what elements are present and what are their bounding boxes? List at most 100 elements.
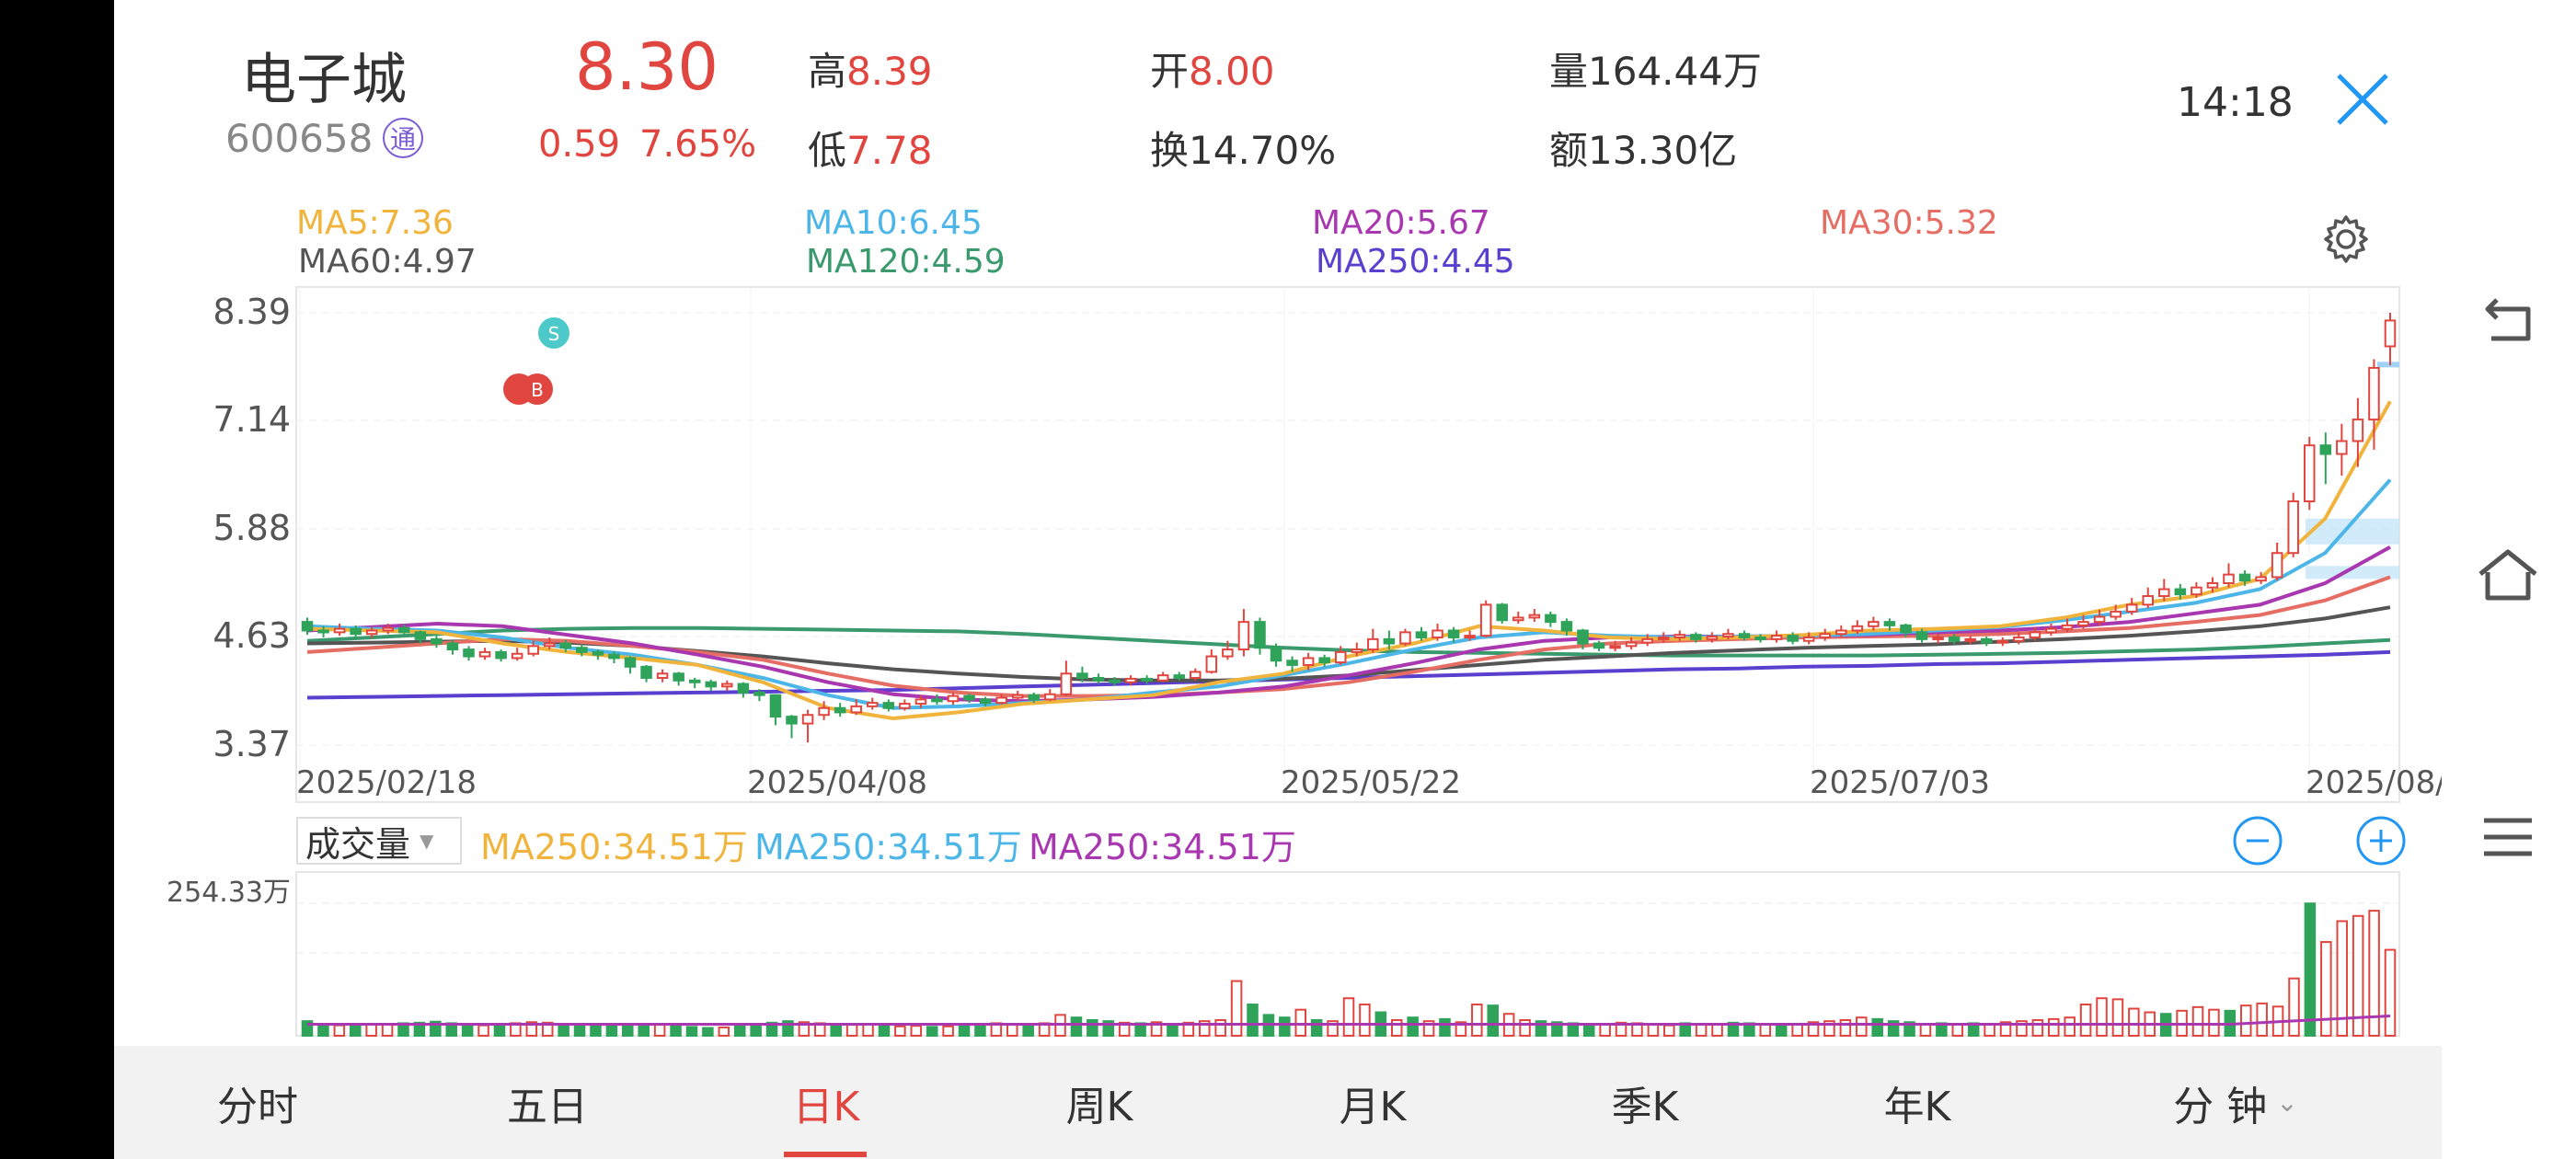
candle-body (1625, 641, 1638, 648)
volume-bar (845, 1024, 858, 1038)
candle-body (2142, 595, 2155, 606)
tab-rik[interactable]: 日K (792, 1083, 860, 1130)
volume-bar (493, 1023, 506, 1038)
turnover-value: 14.70% (1189, 128, 1337, 173)
left-edge-bar (0, 0, 114, 1159)
candle-body (1738, 633, 1751, 638)
volume-bar (2304, 902, 2317, 1037)
candle-body (1948, 636, 1961, 642)
candle-body (1092, 676, 1105, 682)
volume-bar (1775, 1024, 1788, 1038)
candle-body (979, 698, 992, 705)
volume-bar (2064, 1016, 2076, 1037)
volume-bar (1327, 1020, 1339, 1037)
turnover-label: 换 (1150, 128, 1190, 173)
candle-body (2061, 624, 2074, 630)
kline-chart[interactable]: 8.39 7.14 5.88 4.63 3.37 2025/02/18 2025/04/0… (114, 276, 2442, 809)
volume-bar (974, 1023, 986, 1038)
volume-chart[interactable]: 254.33万 (114, 870, 2442, 1039)
candle-body (1173, 674, 1185, 679)
gear-icon (2324, 215, 2368, 263)
open-label: 开 (1150, 49, 1190, 94)
candle-body (2271, 552, 2283, 579)
tab-minute[interactable]: 分 钟 ⌄ (2144, 1046, 2328, 1159)
open-value: 8.00 (1189, 49, 1275, 94)
candle-body (1496, 603, 1508, 622)
tab-jik[interactable]: 季K (1611, 1083, 1679, 1130)
candle-body (656, 672, 669, 679)
volume-bar (622, 1024, 634, 1038)
candle-body (398, 626, 410, 634)
indicator-select-label: 成交量 (305, 823, 411, 865)
indicator-select[interactable]: 成交量 ▼ (296, 817, 462, 865)
menu-button[interactable] (2475, 804, 2541, 870)
candle-body (1593, 642, 1605, 649)
tab-minute-label: 分 钟 (2173, 1083, 2268, 1130)
tab-yuek[interactable]: 月K (1339, 1083, 1407, 1130)
volume-bar (1999, 1021, 2012, 1037)
settings-button[interactable] (2318, 212, 2374, 267)
tab-zhouk[interactable]: 周K (1065, 1083, 1133, 1130)
volume-bar (1422, 1020, 1435, 1037)
volume-bar (1903, 1021, 1915, 1037)
tong-badge[interactable]: 通 (383, 118, 423, 158)
candle-body (608, 653, 620, 660)
candle-body (527, 645, 539, 655)
volume-bar (1022, 1024, 1034, 1038)
tab-fenshi[interactable]: 分时 (217, 1083, 298, 1130)
candle-body (721, 683, 733, 688)
volume-bar (1807, 1021, 1820, 1037)
tab-niank[interactable]: 年K (1883, 1083, 1951, 1130)
low-label: 低 (808, 128, 847, 173)
candle-body (2238, 573, 2251, 582)
x-tick-label: 2025/07/03 (1810, 764, 1990, 801)
volume-bar (333, 1024, 346, 1038)
tab-wuri[interactable]: 五日 (507, 1083, 588, 1130)
volume-bar (2208, 1008, 2220, 1037)
ma10-line (306, 478, 2392, 710)
candle-body (350, 627, 362, 636)
volume-bar (430, 1020, 442, 1037)
volume-bar (718, 1026, 730, 1037)
close-button[interactable] (2333, 70, 2392, 129)
volume-bar (1471, 1004, 1483, 1037)
volume-bar (958, 1024, 971, 1038)
back-button[interactable] (2475, 287, 2541, 353)
system-nav-bar (2442, 0, 2576, 1159)
candle-body (1980, 637, 1993, 644)
candle-body (866, 702, 879, 707)
candle-body (1545, 614, 1557, 624)
volume-bar (605, 1025, 618, 1038)
candle-body (1722, 633, 1734, 638)
volume-bar (477, 1024, 489, 1038)
candle-body (1205, 655, 1218, 673)
candle-body (1915, 631, 1928, 640)
candle-body (2191, 586, 2202, 596)
volume-ma-line (307, 1015, 2391, 1026)
candle-body (1334, 650, 1347, 664)
volume-bar (413, 1021, 426, 1038)
volume-bar (1582, 1023, 1595, 1038)
zoom-out-button[interactable] (2232, 815, 2283, 866)
home-button[interactable] (2475, 543, 2541, 609)
volume-bar (1390, 1019, 1403, 1037)
volume-bar (1359, 1004, 1371, 1037)
home-icon (2478, 549, 2537, 601)
candle-body (705, 681, 718, 688)
volume-bar (1167, 1023, 1179, 1038)
y-tick-label: 3.37 (213, 724, 291, 764)
zoom-in-button[interactable] (2355, 815, 2407, 866)
candle-body (1190, 671, 1202, 679)
price-zone (2377, 361, 2399, 368)
candle-body (1124, 677, 1137, 683)
candle-body (592, 650, 604, 656)
candle-body (543, 642, 556, 648)
amount-value: 13.30亿 (1588, 128, 1738, 173)
candle-body (640, 665, 652, 679)
candle-body (1254, 621, 1266, 649)
candle-body (818, 706, 830, 717)
low-stat: 低7.78 (808, 120, 933, 176)
low-value: 7.78 (846, 128, 933, 173)
amount-stat: 额13.30亿 (1549, 120, 1737, 176)
candle-body (2255, 576, 2267, 582)
